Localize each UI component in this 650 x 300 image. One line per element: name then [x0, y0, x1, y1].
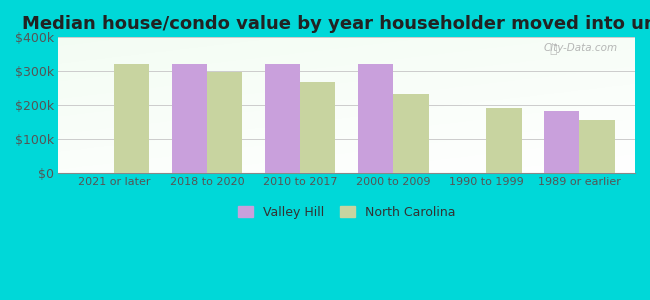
Bar	[486, 108, 521, 173]
Bar	[300, 82, 335, 173]
Bar	[358, 64, 393, 173]
Legend: Valley Hill, North Carolina: Valley Hill, North Carolina	[233, 201, 460, 224]
Title: Median house/condo value by year householder moved into unit: Median house/condo value by year househo…	[22, 15, 650, 33]
Bar	[265, 64, 300, 173]
Bar	[114, 64, 150, 173]
Bar	[393, 94, 428, 173]
Bar	[172, 64, 207, 173]
Text: ⓘ: ⓘ	[550, 43, 557, 56]
Bar	[579, 120, 614, 173]
Bar	[544, 111, 579, 173]
Bar	[207, 72, 242, 173]
Text: City-Data.com: City-Data.com	[543, 43, 618, 53]
